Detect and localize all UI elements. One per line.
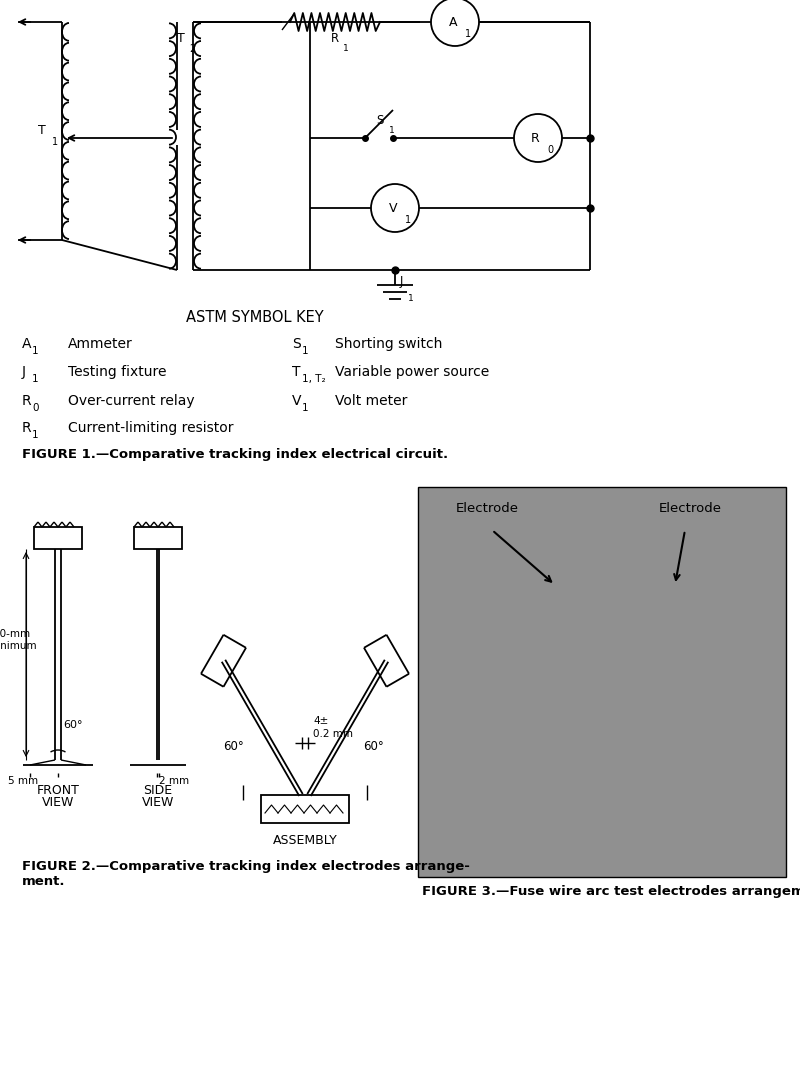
Bar	[134, 527, 182, 549]
Text: VIEW: VIEW	[142, 797, 174, 810]
Text: T: T	[177, 32, 185, 45]
Text: S: S	[292, 337, 301, 351]
Text: 1: 1	[52, 137, 58, 147]
Text: 1: 1	[32, 346, 38, 357]
Text: Electrode: Electrode	[658, 501, 722, 514]
Text: J: J	[400, 275, 403, 288]
Bar	[34, 527, 82, 549]
Text: FIGURE 3.—Fuse wire arc test electrodes arrangement.: FIGURE 3.—Fuse wire arc test electrodes …	[422, 885, 800, 898]
Text: Shorting switch: Shorting switch	[335, 337, 442, 351]
Text: 4±: 4±	[313, 715, 328, 726]
Text: R: R	[22, 421, 32, 435]
Text: 60°: 60°	[222, 740, 243, 753]
Text: 60°: 60°	[362, 740, 383, 753]
Text: ment.: ment.	[22, 875, 66, 888]
Circle shape	[431, 0, 479, 46]
Text: VIEW: VIEW	[42, 797, 74, 810]
Text: Ammeter: Ammeter	[68, 337, 133, 351]
Text: 1: 1	[408, 293, 414, 303]
Text: 1: 1	[302, 346, 309, 357]
Text: 1: 1	[343, 43, 349, 53]
Text: 1: 1	[32, 374, 38, 384]
Text: 60°: 60°	[63, 720, 82, 730]
Text: R: R	[530, 132, 539, 145]
Text: Over-current relay: Over-current relay	[68, 393, 194, 408]
Bar	[261, 795, 349, 823]
Text: V: V	[389, 201, 398, 214]
Text: Current-limiting resistor: Current-limiting resistor	[68, 421, 234, 435]
Text: 0.2 mm: 0.2 mm	[313, 728, 353, 739]
Text: Variable power source: Variable power source	[335, 365, 490, 379]
Text: FIGURE 2.—Comparative tracking index electrodes arrange-: FIGURE 2.—Comparative tracking index ele…	[22, 860, 470, 873]
Text: J: J	[22, 365, 26, 379]
Bar	[418, 487, 786, 877]
Text: A: A	[449, 15, 458, 28]
Text: T: T	[292, 365, 301, 379]
Circle shape	[514, 114, 562, 162]
Text: Testing fixture: Testing fixture	[68, 365, 166, 379]
Text: 2 mm: 2 mm	[159, 776, 189, 786]
Text: FRONT: FRONT	[37, 784, 79, 797]
Text: 1: 1	[389, 126, 394, 135]
Text: 1: 1	[32, 430, 38, 440]
Circle shape	[371, 184, 419, 232]
Text: R: R	[22, 393, 32, 408]
Text: 1, T₂: 1, T₂	[302, 374, 326, 384]
Text: 0: 0	[32, 403, 38, 413]
Text: 1: 1	[465, 29, 471, 39]
Text: T: T	[38, 125, 46, 137]
Text: 1: 1	[302, 403, 309, 413]
Text: Electrode: Electrode	[455, 501, 518, 514]
Text: Volt meter: Volt meter	[335, 393, 407, 408]
Text: V: V	[292, 393, 302, 408]
Text: ASSEMBLY: ASSEMBLY	[273, 834, 338, 847]
Text: 5 mm: 5 mm	[8, 776, 38, 786]
Text: ASTM SYMBOL KEY: ASTM SYMBOL KEY	[186, 311, 324, 325]
Text: 20-mm
minimum: 20-mm minimum	[0, 629, 37, 651]
Text: A: A	[22, 337, 31, 351]
Text: 0: 0	[547, 145, 553, 155]
Text: R: R	[331, 32, 339, 45]
Text: FIGURE 1.—Comparative tracking index electrical circuit.: FIGURE 1.—Comparative tracking index ele…	[22, 448, 448, 461]
Text: SIDE: SIDE	[143, 784, 173, 797]
Text: 2: 2	[189, 43, 195, 54]
Text: 1: 1	[405, 215, 411, 225]
Text: S: S	[376, 113, 384, 126]
